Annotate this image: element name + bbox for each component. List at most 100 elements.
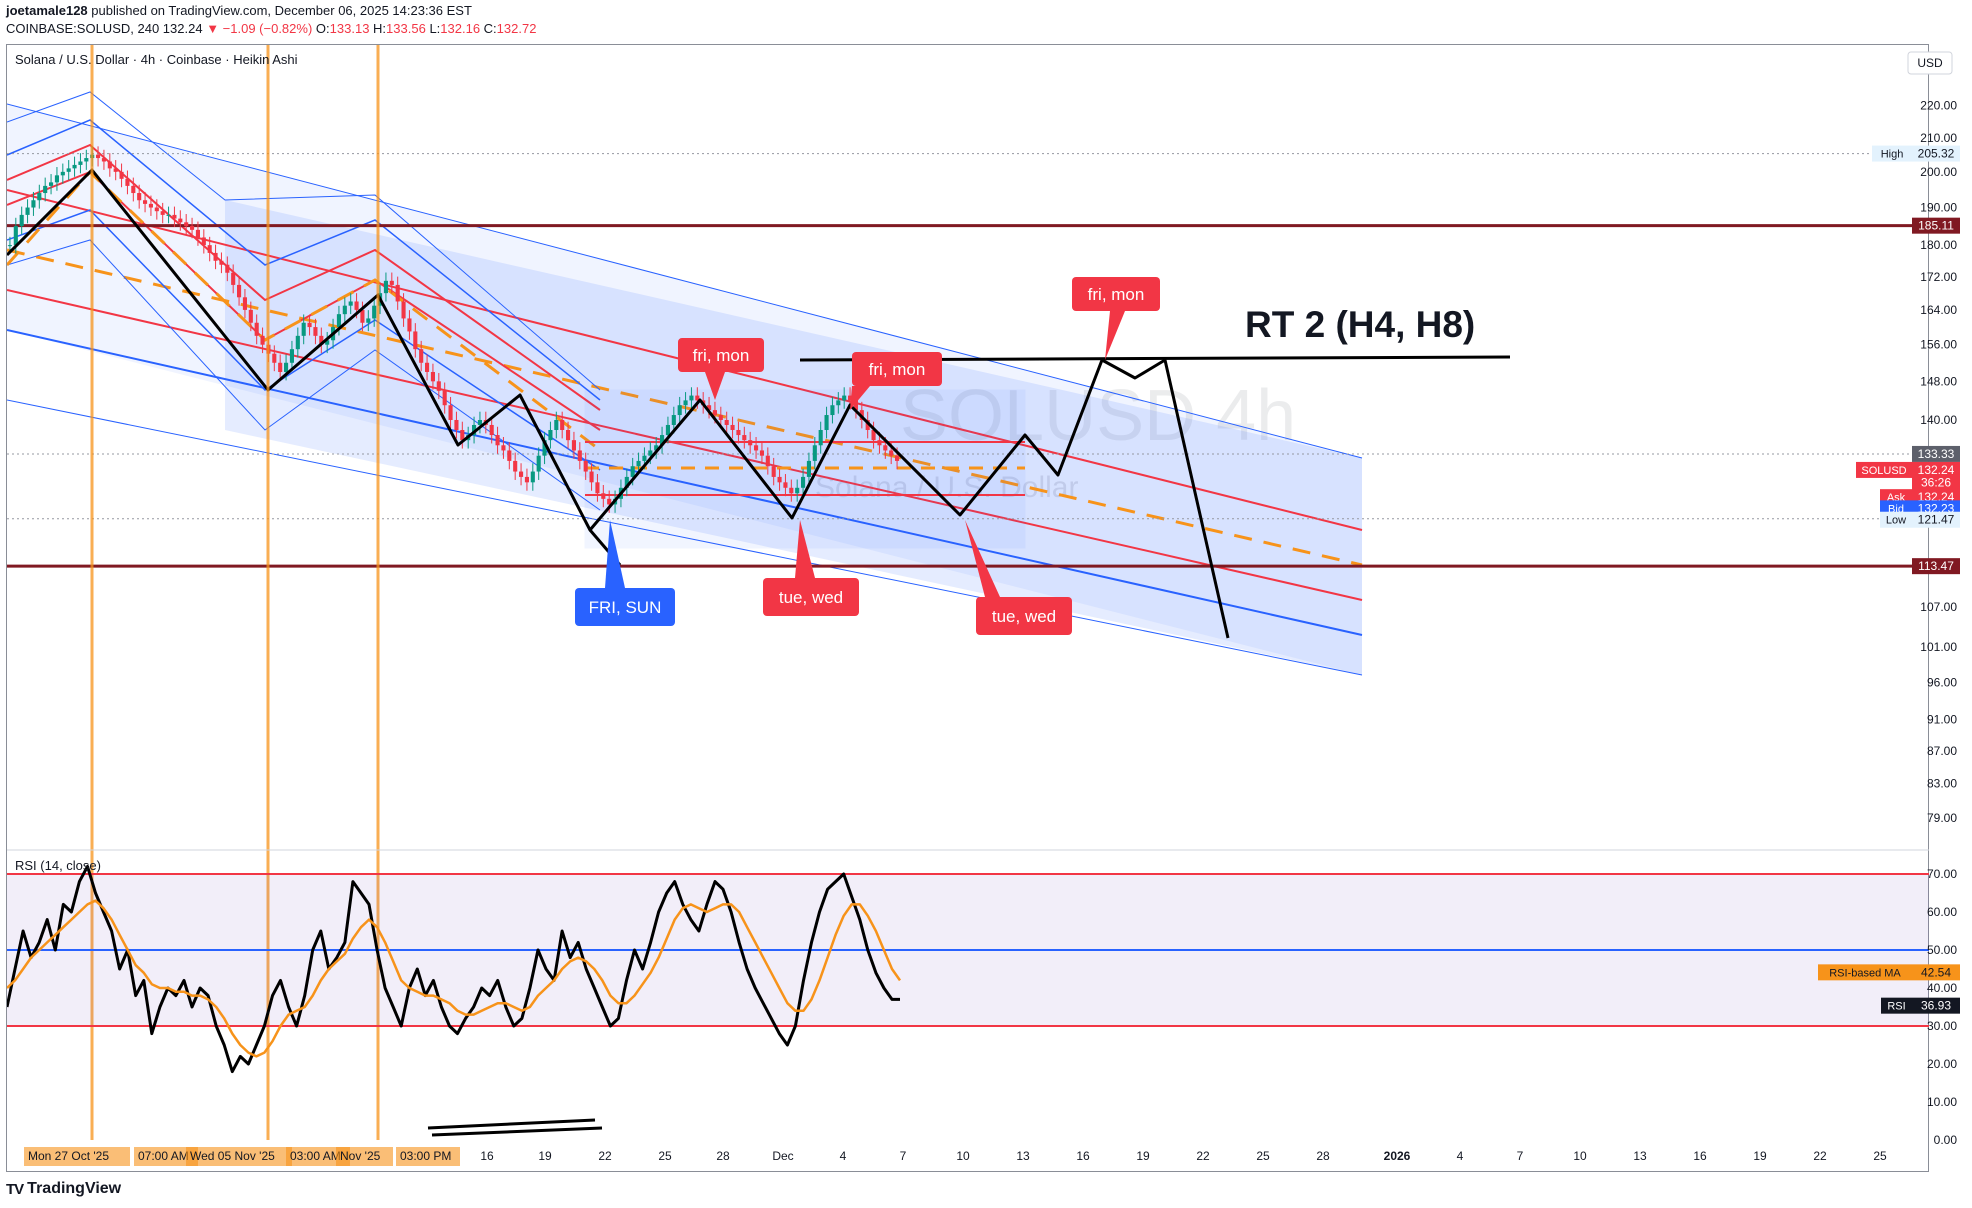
candle-body — [37, 193, 42, 201]
candle-body — [442, 390, 447, 406]
price-label-box-3 — [1912, 461, 1960, 478]
candle-body — [654, 445, 659, 451]
time-label: 16 — [1076, 1149, 1090, 1163]
candle-body — [313, 327, 318, 336]
envelope-mid-dashed — [7, 169, 601, 452]
candle-body — [501, 445, 506, 451]
low-value: 132.16 — [440, 21, 481, 36]
rsi-tick-label: 50.00 — [1927, 943, 1957, 957]
rsi-tick-label: 20.00 — [1927, 1057, 1957, 1071]
price-label-box-4 — [1912, 474, 1960, 491]
close-label: C: — [483, 21, 497, 36]
candle-body — [413, 331, 418, 350]
currency-badge — [1907, 51, 1953, 75]
candle-body — [577, 450, 582, 461]
price-label-name-0: High — [1881, 149, 1904, 161]
candle-body — [472, 424, 477, 436]
time-label-highlight-5 — [396, 1147, 460, 1166]
candle-body — [213, 252, 218, 261]
candle-body — [848, 395, 853, 401]
candle-body — [178, 218, 183, 223]
rsi-value-name-0: RSI-based MA — [1829, 967, 1901, 979]
time-label: Mon 27 Oct '25 — [28, 1149, 109, 1163]
rsi-tick-label: 40.00 — [1927, 981, 1957, 995]
author[interactable]: joetamale128 — [6, 3, 88, 18]
candle-body — [295, 335, 300, 350]
candle-body — [219, 260, 224, 265]
price-label-name-7: Low — [1886, 515, 1906, 527]
candle-body — [806, 460, 811, 477]
annotation-bubble-3 — [575, 588, 675, 626]
time-label: 22 — [598, 1149, 612, 1163]
candle-body — [119, 171, 124, 179]
price-label-value-0: 205.32 — [1918, 147, 1955, 161]
annotation-pointer-2 — [1105, 311, 1125, 360]
symbol-ohlc: COINBASE:SOLUSD, 240 132.24 ▼ −1.09 (−0.… — [6, 21, 536, 36]
price-tick-label: 180.00 — [1920, 238, 1957, 252]
candle-body — [830, 405, 835, 416]
candle-body — [137, 193, 142, 201]
candle-body — [724, 419, 729, 425]
symbol[interactable]: COINBASE:SOLUSD, 240 — [6, 21, 160, 36]
channel-line-4 — [7, 329, 1363, 636]
candle-body — [877, 440, 882, 446]
channel-fill-inner — [225, 200, 1362, 675]
price-tick-label: 96.00 — [1927, 675, 1957, 689]
annotation-pointer-5 — [965, 520, 1000, 597]
time-label: Nov '25 — [340, 1149, 381, 1163]
candle-body — [107, 161, 112, 169]
candle-body — [548, 429, 553, 441]
candle-body — [513, 460, 518, 472]
rsi-series-0 — [7, 864, 900, 1074]
candle-body — [419, 349, 424, 363]
candle-body — [254, 322, 259, 336]
candle-body — [489, 424, 494, 436]
candle-body — [842, 395, 847, 401]
annotation-text-1: fri, mon — [869, 360, 926, 379]
candle-body — [231, 272, 236, 285]
rsi-value-tag-1 — [1881, 997, 1912, 1014]
candle-body — [519, 471, 524, 477]
price-label-box-1 — [1912, 217, 1960, 234]
price-change: ▼ −1.09 (−0.82%) — [206, 21, 313, 36]
candle-body — [660, 435, 665, 446]
candle-body — [595, 482, 600, 494]
price-tick-label: 156.00 — [1920, 338, 1957, 352]
time-label: 03:00 PM — [400, 1149, 451, 1163]
price-tick-label: 200.00 — [1920, 165, 1957, 179]
high-label: H: — [373, 21, 387, 36]
rsi-tick-label: 0.00 — [1934, 1133, 1958, 1147]
rsi-value-box-0 — [1912, 964, 1960, 981]
rsi-trendline-1 — [427, 1118, 596, 1130]
candle-body — [325, 340, 330, 345]
candle-body — [871, 429, 876, 441]
candle-body — [530, 471, 535, 483]
candle-body — [889, 450, 894, 456]
time-label: 16 — [1693, 1149, 1707, 1163]
candle-body — [477, 419, 482, 425]
time-label: 13 — [1016, 1149, 1030, 1163]
candle-body — [113, 168, 118, 172]
rsi-title: RSI (14, close) — [15, 858, 101, 873]
time-label: 19 — [1753, 1149, 1767, 1163]
annotation-bubble-2 — [1072, 277, 1160, 311]
candle-body — [765, 455, 770, 467]
candle-body — [184, 222, 189, 227]
time-label: Dec — [772, 1149, 793, 1163]
rsi-tick-label: 70.00 — [1927, 867, 1957, 881]
candle-body — [348, 301, 353, 306]
price-label-tag-7 — [1880, 511, 1912, 528]
candle-body — [824, 415, 829, 430]
candle-body — [60, 171, 65, 176]
rsi-value-tag-0 — [1818, 964, 1912, 981]
high-value: 133.56 — [386, 21, 426, 36]
candle-body — [436, 381, 441, 391]
price-label-name-3: SOLUSD — [1861, 465, 1906, 477]
candle-body — [642, 455, 647, 461]
candle-body — [507, 450, 512, 461]
candle-body — [66, 168, 71, 172]
candle-body — [536, 455, 541, 472]
rsi-value-box-1 — [1912, 997, 1960, 1014]
candle-body — [225, 264, 230, 273]
